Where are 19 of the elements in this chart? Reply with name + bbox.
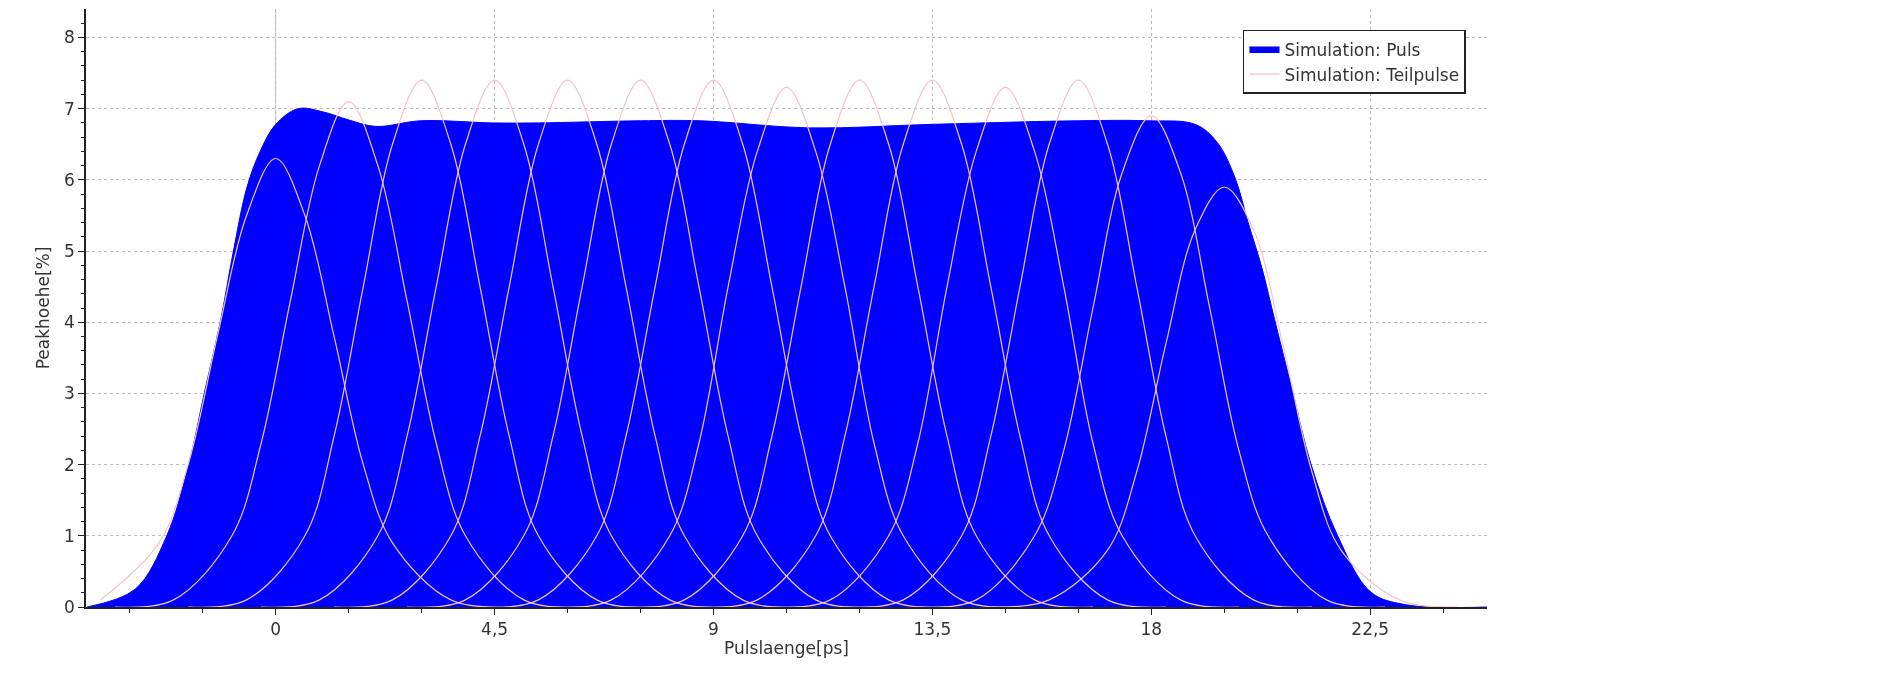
y-tick-label: 7 [64,98,75,119]
x-tick-label: 22,5 [1351,619,1390,640]
x-tick-label: 4,5 [481,619,509,640]
y-axis-title: Peakhoehe[%] [33,246,54,370]
x-tick-label: 18 [1140,619,1163,640]
y-tick-label: 8 [64,27,75,48]
x-tick-label: 13,5 [913,619,952,640]
y-tick-label: 5 [64,241,75,261]
legend-label: Simulation: Puls [1284,39,1421,60]
y-tick-label: 4 [64,312,75,333]
y-tick-label: 1 [64,525,75,546]
y-tick-label: 0 [64,596,75,617]
x-tick-label: 9 [708,619,719,640]
legend-label: Simulation: Teilpulse [1284,64,1460,85]
y-tick-label: 6 [64,169,75,190]
x-tick-label: 0 [270,619,282,640]
x-axis-title: Pulslaenge[ps] [724,638,849,659]
y-tick-label: 2 [64,454,75,475]
y-tick-label: 3 [64,383,75,404]
